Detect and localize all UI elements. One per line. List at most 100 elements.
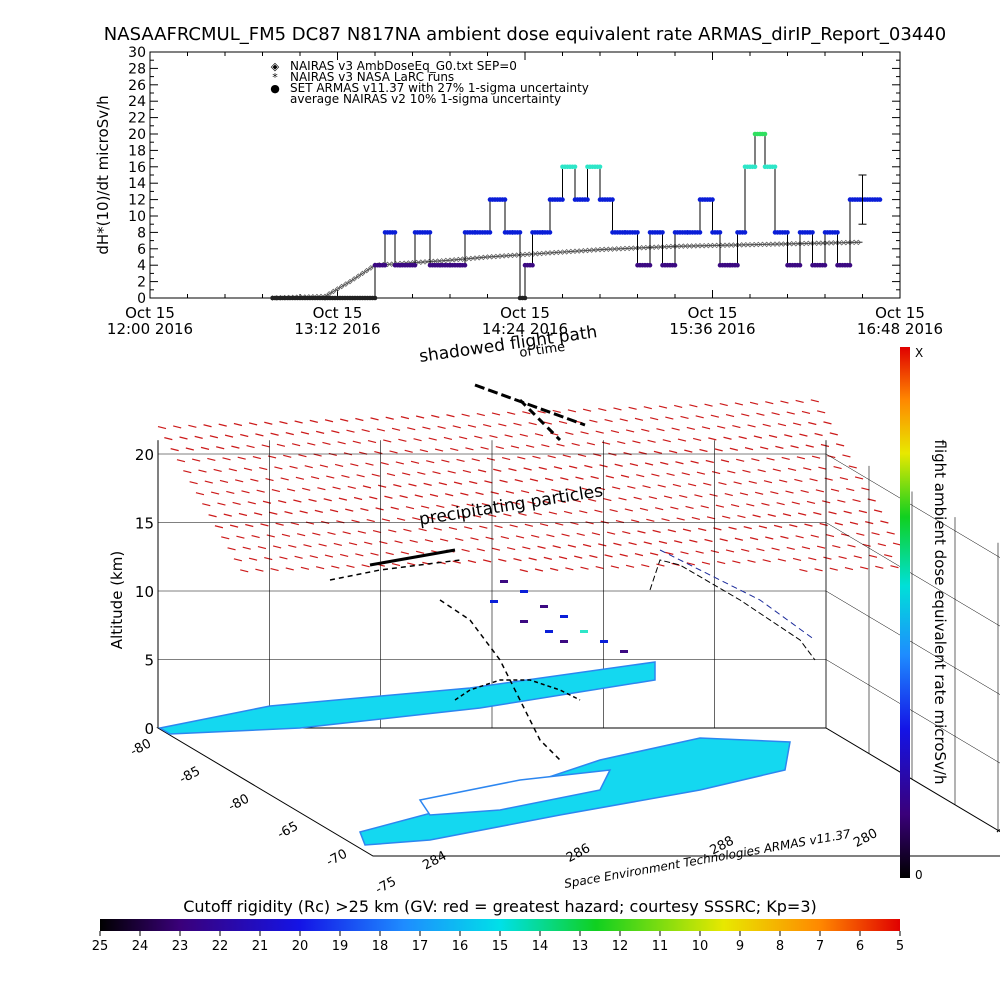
particle-dash <box>753 435 763 439</box>
particle-dash <box>565 567 574 571</box>
nairas-point <box>826 240 832 246</box>
nairas-point <box>834 240 841 246</box>
particle-dash <box>424 539 434 543</box>
armas-point <box>797 262 803 268</box>
particle-dash <box>458 436 468 440</box>
particle-dash <box>448 526 458 531</box>
particle-dash <box>589 554 598 559</box>
shadowed-segment <box>518 398 562 442</box>
particle-dash <box>420 505 430 509</box>
particle-dash <box>794 478 803 483</box>
particle-dash <box>699 448 708 453</box>
bottom-colorbar-tick-label: 9 <box>736 939 744 954</box>
particle-dash <box>739 492 749 496</box>
altitude-gridline <box>158 590 1000 695</box>
particle-dash <box>718 481 727 486</box>
y-tick-label: 18 <box>128 143 146 159</box>
particle-dash <box>355 553 364 557</box>
particle-dash <box>328 452 337 457</box>
particle-dash <box>642 485 651 489</box>
particle-dash <box>185 447 194 451</box>
particle-dash <box>369 496 378 500</box>
particle-dash <box>457 515 466 519</box>
particle-dash <box>218 423 227 427</box>
armas-point <box>785 230 790 235</box>
nairas-point <box>463 256 470 262</box>
nairas-point <box>713 242 720 249</box>
nairas-point <box>738 242 745 248</box>
armas-point <box>660 230 665 235</box>
nairas-point <box>659 244 666 250</box>
particle-dash <box>252 455 262 460</box>
particle-dash <box>772 468 781 472</box>
particle-dash <box>858 510 868 514</box>
particle-dash <box>527 501 536 505</box>
particle-dash <box>466 503 475 507</box>
particle-dash <box>691 516 701 521</box>
particle-dash <box>732 560 741 564</box>
particle-dash <box>738 436 747 440</box>
particle-dash <box>729 447 738 451</box>
particle-dash <box>484 480 493 484</box>
particle-dash <box>517 456 526 460</box>
nairas-point <box>655 244 662 250</box>
x-tick-label-date: Oct 15 <box>313 304 363 322</box>
particle-dash <box>741 548 750 552</box>
particle-dash <box>805 444 814 448</box>
particle-dash <box>543 421 553 425</box>
particle-dash <box>192 458 201 462</box>
particle-dash <box>646 518 655 522</box>
particle-dash <box>579 510 588 514</box>
particle-dash <box>724 492 733 497</box>
particle-dash <box>719 402 728 407</box>
particle-dash <box>486 457 496 461</box>
particle-dash <box>520 490 530 494</box>
armas-point <box>427 230 433 235</box>
top-chart-legend: ◈ NAIRAS v3 AmbDoseEq_G0.txt SEP=0 * NAIRAS… <box>270 59 589 106</box>
particle-dash <box>589 419 598 423</box>
particle-dash <box>446 414 455 418</box>
particle-dash <box>815 489 825 493</box>
particle-dash <box>581 487 590 491</box>
nairas-point <box>593 247 599 253</box>
particle-dash <box>854 476 864 480</box>
legend-label: NAIRAS v3 AmbDoseEq_G0.txt SEP=0 <box>290 59 517 73</box>
particle-dash <box>711 470 721 475</box>
particle-dash <box>528 557 537 561</box>
particle-dash <box>247 501 256 505</box>
particle-dash <box>283 454 292 458</box>
particle-dash <box>789 524 798 528</box>
particle-dash <box>280 477 289 481</box>
particle-dash <box>237 456 246 460</box>
flight-path-far <box>649 559 816 661</box>
right-colorbar-bottom-label: 0 <box>915 868 923 882</box>
particle-dash <box>362 485 372 489</box>
particle-dash <box>164 437 173 441</box>
particle-dash <box>591 532 601 536</box>
particle-dash <box>634 553 644 557</box>
particle-dash <box>481 502 491 507</box>
y-tick-label: 26 <box>128 78 146 94</box>
particle-dash <box>245 523 254 528</box>
nairas-point <box>755 241 762 248</box>
particle-dash <box>340 418 349 422</box>
particle-dash <box>170 448 179 452</box>
particle-dash <box>386 473 396 477</box>
particle-dash <box>372 529 382 534</box>
nairas-point <box>505 252 512 259</box>
particle-dash <box>544 477 554 481</box>
particle-dash <box>476 412 485 417</box>
particle-dash <box>318 543 327 547</box>
nairas-point <box>780 241 787 247</box>
particle-dash <box>605 475 614 479</box>
particle-dash <box>849 521 859 525</box>
nairas-point <box>618 245 624 252</box>
particle-dash <box>514 479 523 483</box>
x-tick-label-time: 12:00 2016 <box>107 320 193 338</box>
particle-dash <box>670 506 679 510</box>
particle-dash <box>221 536 230 540</box>
nairas-point <box>459 256 466 262</box>
particle-dash <box>834 522 843 526</box>
particle-dash <box>415 550 425 554</box>
